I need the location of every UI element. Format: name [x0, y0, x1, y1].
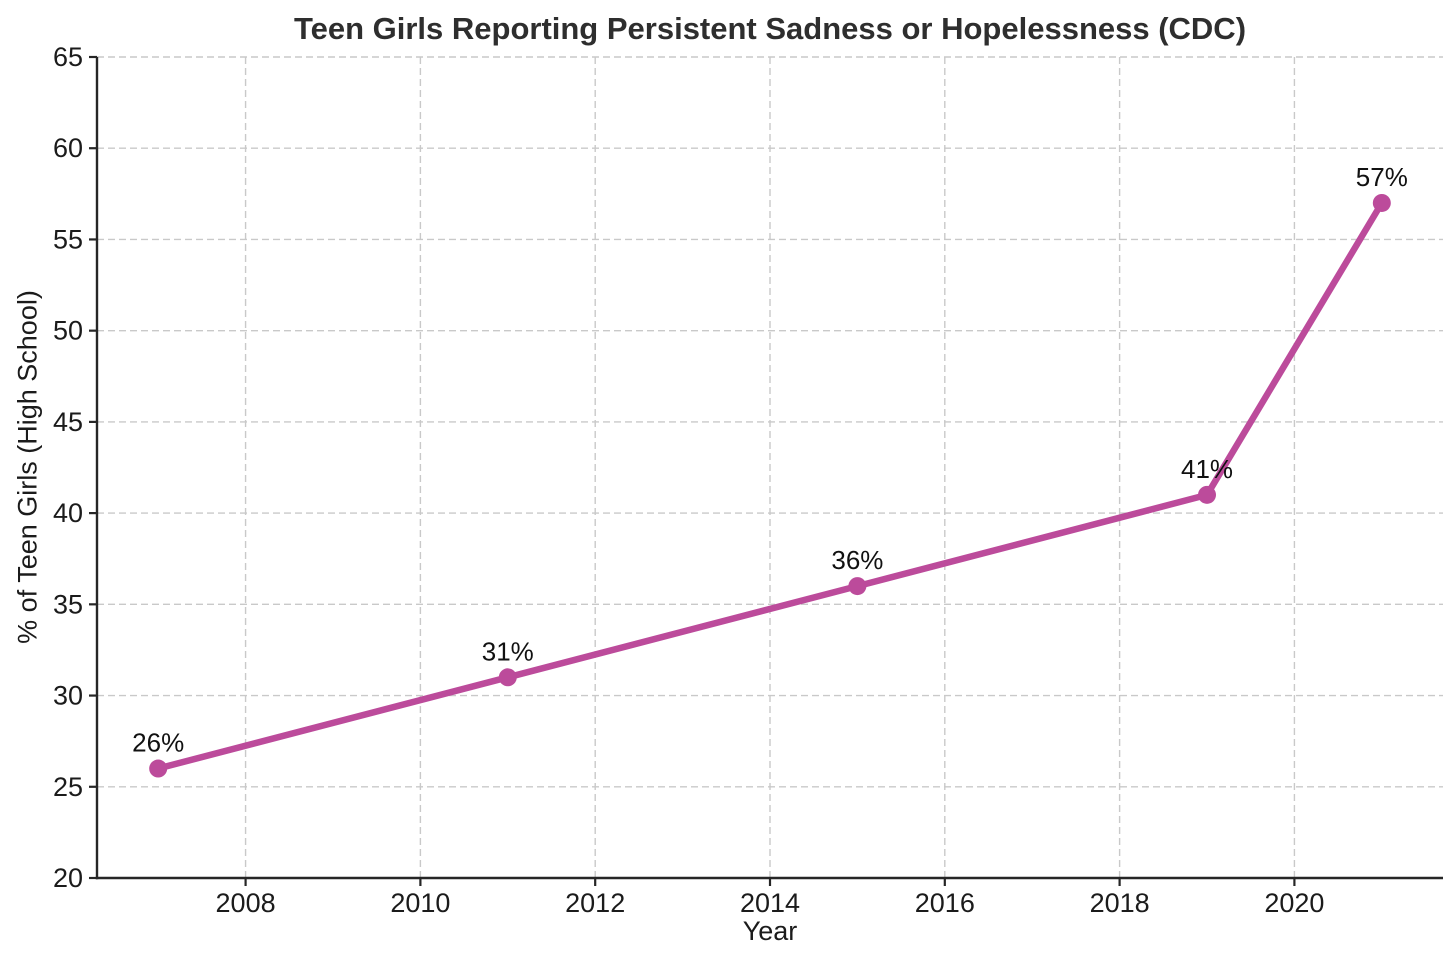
x-tick-label: 2014 [740, 888, 800, 918]
x-tick-label: 2008 [216, 888, 276, 918]
x-tick-label: 2020 [1264, 888, 1324, 918]
data-point [498, 668, 517, 687]
y-tick-label: 60 [53, 133, 83, 163]
point-label: 57% [1356, 162, 1408, 192]
y-tick-label: 50 [53, 316, 83, 346]
data-point [1198, 485, 1217, 504]
x-tick-label: 2016 [915, 888, 975, 918]
y-tick-label: 35 [53, 589, 83, 619]
y-tick-label: 45 [53, 407, 83, 437]
y-tick-label: 25 [53, 772, 83, 802]
y-tick-label: 20 [53, 863, 83, 893]
y-axis-label: % of Teen Girls (High School) [12, 290, 43, 644]
point-label: 36% [831, 545, 883, 575]
x-tick-label: 2010 [390, 888, 450, 918]
y-tick-label: 30 [53, 681, 83, 711]
point-label: 41% [1181, 454, 1233, 484]
x-axis-label: Year [742, 916, 798, 946]
x-tick-label: 2012 [565, 888, 625, 918]
y-tick-label: 55 [53, 224, 83, 254]
data-line [154, 199, 1386, 772]
point-label: 26% [132, 728, 184, 758]
data-point [848, 577, 867, 596]
y-tick-label: 40 [53, 498, 83, 528]
x-tick-label: 2018 [1090, 888, 1150, 918]
data-point [1372, 193, 1391, 212]
data-point [149, 759, 168, 778]
point-label: 31% [482, 636, 534, 666]
y-tick-label: 65 [53, 42, 83, 72]
chart-title: Teen Girls Reporting Persistent Sadness … [293, 11, 1247, 46]
